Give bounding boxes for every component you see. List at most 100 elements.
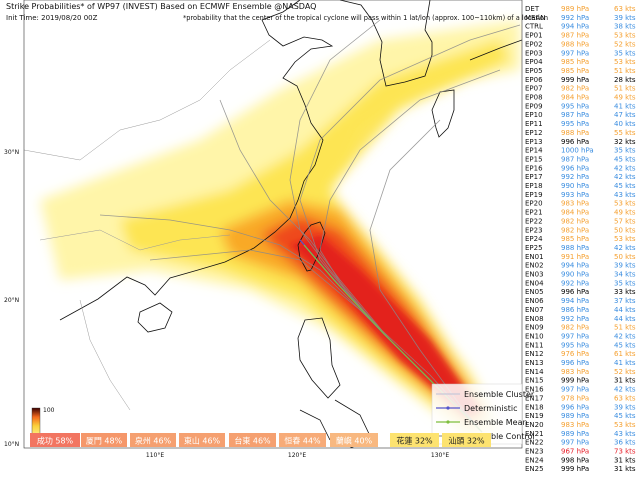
member-name: EP18 bbox=[525, 182, 543, 190]
member-wind: 61 kts bbox=[614, 350, 636, 358]
city-box bbox=[442, 433, 491, 447]
member-name: EN11 bbox=[525, 341, 544, 349]
member-wind: 51 kts bbox=[614, 324, 636, 332]
city-label: 東山 46% bbox=[184, 436, 221, 446]
member-name: EP09 bbox=[525, 102, 543, 110]
member-name: EN02 bbox=[525, 262, 544, 270]
member-pressure: 984 hPa bbox=[561, 94, 589, 102]
member-pressure: 987 hPa bbox=[561, 155, 589, 163]
member-pressure: 998 hPa bbox=[561, 456, 589, 464]
member-pressure: 994 hPa bbox=[561, 297, 589, 305]
member-pressure: 999 hPa bbox=[561, 465, 589, 473]
member-wind: 31 kts bbox=[614, 465, 636, 473]
member-pressure: 985 hPa bbox=[561, 67, 589, 75]
city-box bbox=[330, 433, 378, 447]
member-pressure: 992 hPa bbox=[561, 14, 589, 22]
member-pressure: 989 hPa bbox=[561, 412, 589, 420]
member-wind: 45 kts bbox=[614, 341, 636, 349]
member-pressure: 999 hPa bbox=[561, 377, 589, 385]
legend-label: Ensemble Control bbox=[464, 432, 535, 441]
member-name: EP08 bbox=[525, 94, 543, 102]
member-wind: 52 kts bbox=[614, 368, 636, 376]
member-name: EN24 bbox=[525, 456, 544, 464]
member-wind: 42 kts bbox=[614, 244, 636, 252]
member-name: EP11 bbox=[525, 120, 543, 128]
member-name: EP21 bbox=[525, 209, 543, 217]
member-wind: 42 kts bbox=[614, 386, 636, 394]
title: Strike Probabilities* of WP97 (INVEST) B… bbox=[6, 2, 316, 11]
member-wind: 50 kts bbox=[614, 226, 636, 234]
colorbar-max: 100 bbox=[43, 407, 55, 414]
member-wind: 32 kts bbox=[614, 138, 636, 146]
lon-label: 130°E bbox=[431, 452, 449, 459]
member-wind: 39 kts bbox=[614, 262, 636, 270]
member-wind: 51 kts bbox=[614, 85, 636, 93]
member-pressure: 982 hPa bbox=[561, 217, 589, 225]
city-label: 厦門 48% bbox=[86, 437, 123, 446]
member-name: CTRL bbox=[525, 23, 543, 31]
swath-core bbox=[290, 235, 480, 415]
member-list: DET 989 hPa 63 kts MEAN 992 hPa 39 kts CTRL 994… bbox=[525, 5, 636, 473]
member-name: EN21 bbox=[525, 430, 544, 438]
member-wind: 43 kts bbox=[614, 430, 636, 438]
lon-label: 120°E bbox=[288, 452, 306, 459]
member-name: EN14 bbox=[525, 368, 544, 376]
member-pressure: 988 hPa bbox=[561, 244, 589, 252]
member-name: EN18 bbox=[525, 403, 544, 411]
city-label: 泉州 46% bbox=[135, 436, 172, 446]
city-label: 成功 58% bbox=[37, 436, 74, 446]
member-name: EN07 bbox=[525, 306, 544, 314]
member-wind: 31 kts bbox=[614, 456, 636, 464]
member-wind: 44 kts bbox=[614, 315, 636, 323]
member-name: EN09 bbox=[525, 324, 544, 332]
member-name: EN16 bbox=[525, 386, 544, 394]
member-pressure: 993 hPa bbox=[561, 191, 589, 199]
member-pressure: 983 hPa bbox=[561, 421, 589, 429]
legend-label: Ensemble Cluster bbox=[464, 390, 535, 399]
member-wind: 42 kts bbox=[614, 332, 636, 340]
member-wind: 41 kts bbox=[614, 359, 636, 367]
member-name: EP15 bbox=[525, 155, 543, 163]
member-name: EN13 bbox=[525, 359, 544, 367]
member-name: EP17 bbox=[525, 173, 543, 181]
member-name: EP01 bbox=[525, 32, 543, 40]
member-pressure: 1000 hPa bbox=[561, 147, 594, 155]
member-name: EN04 bbox=[525, 279, 544, 287]
member-pressure: 995 hPa bbox=[561, 341, 589, 349]
member-pressure: 999 hPa bbox=[561, 76, 589, 84]
member-pressure: 996 hPa bbox=[561, 403, 589, 411]
member-name: EP12 bbox=[525, 129, 543, 137]
member-name: EN06 bbox=[525, 297, 544, 305]
lon-label: 110°E bbox=[146, 452, 164, 459]
axis-labels: 30°N 20°N 10°N 110°E 120°E 130°E bbox=[4, 149, 449, 459]
member-pressure: 989 hPa bbox=[561, 430, 589, 438]
city-box bbox=[390, 433, 439, 447]
member-pressure: 994 hPa bbox=[561, 262, 589, 270]
member-name: EP16 bbox=[525, 164, 543, 172]
member-pressure: 988 hPa bbox=[561, 129, 589, 137]
city-box bbox=[81, 433, 127, 447]
member-name: EP05 bbox=[525, 67, 543, 75]
member-name: EN20 bbox=[525, 421, 544, 429]
member-pressure: 986 hPa bbox=[561, 306, 589, 314]
member-name: EP23 bbox=[525, 226, 543, 234]
member-name: EP14 bbox=[525, 147, 543, 155]
lat-label: 30°N bbox=[4, 149, 19, 156]
member-name: EN01 bbox=[525, 253, 544, 261]
member-pressure: 976 hPa bbox=[561, 350, 589, 358]
member-name: DET bbox=[525, 5, 540, 13]
member-wind: 53 kts bbox=[614, 58, 636, 66]
member-wind: 49 kts bbox=[614, 209, 636, 217]
member-wind: 53 kts bbox=[614, 421, 636, 429]
member-name: EN05 bbox=[525, 288, 544, 296]
member-wind: 45 kts bbox=[614, 182, 636, 190]
member-name: EP24 bbox=[525, 235, 543, 243]
map-area bbox=[24, 0, 522, 448]
city-label: 蘭嶼 40% bbox=[336, 436, 373, 446]
member-pressure: 996 hPa bbox=[561, 288, 589, 296]
member-pressure: 988 hPa bbox=[561, 40, 589, 48]
city-box bbox=[179, 433, 225, 447]
member-pressure: 997 hPa bbox=[561, 49, 589, 57]
member-wind: 49 kts bbox=[614, 94, 636, 102]
